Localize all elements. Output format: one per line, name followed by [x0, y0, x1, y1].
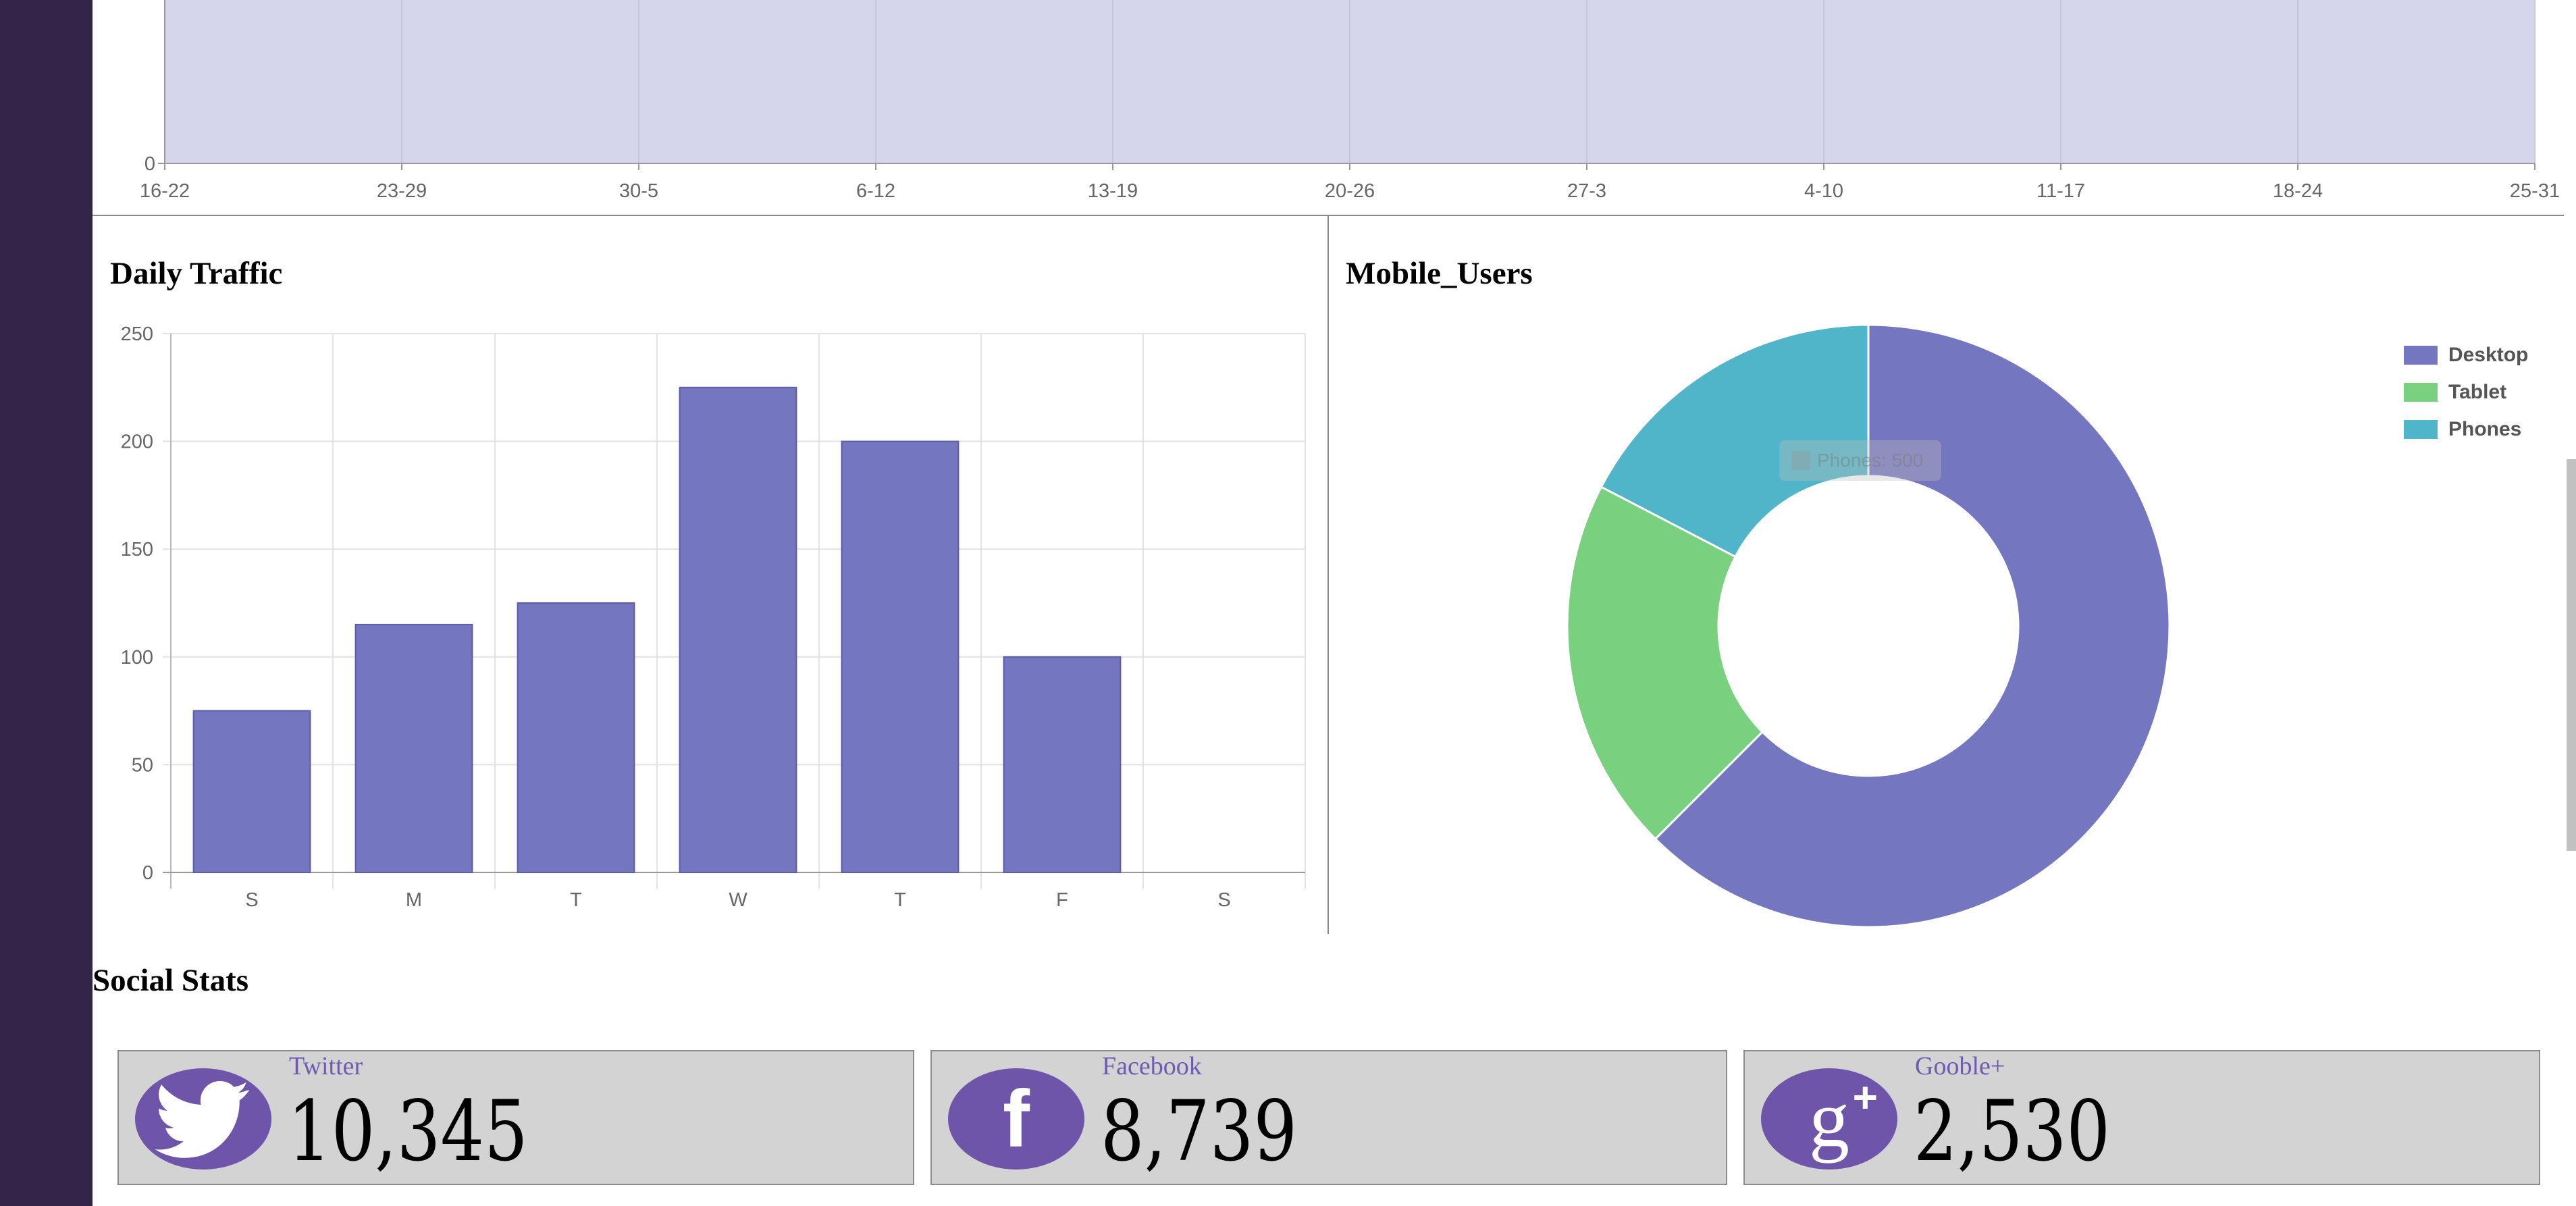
x-tick-label: 30-5	[619, 180, 658, 202]
x-tick-label: F	[1056, 889, 1068, 911]
x-tick-label: 23-29	[377, 180, 427, 202]
y-tick-label: 150	[121, 539, 153, 560]
x-tick-label: T	[570, 889, 582, 911]
x-tick-label: 20-26	[1325, 180, 1375, 202]
social-stats-title: Social Stats	[93, 963, 249, 998]
x-tick-label: 4-10	[1804, 180, 1843, 202]
y-tick-label: 100	[121, 647, 153, 668]
social-name: Facebook	[1102, 1052, 1202, 1080]
twitter-bird-icon	[135, 1068, 271, 1170]
legend-item-desktop[interactable]: Desktop	[2404, 336, 2528, 373]
legend-label: Phones	[2448, 417, 2522, 440]
bar	[841, 440, 960, 874]
donut-slice-tablet	[1566, 486, 1764, 841]
facebook-f-icon: f	[948, 1068, 1084, 1170]
social-count: 8,739	[1101, 1083, 1298, 1180]
x-tick-label: 27-3	[1567, 180, 1606, 202]
donut-slice-desktop	[1654, 323, 2171, 928]
social-count: 10,345	[288, 1083, 528, 1180]
google-plus-glyph: g +	[1809, 1073, 1878, 1163]
y-tick-label: 0	[142, 862, 153, 884]
twitter-bird-glyph	[155, 1081, 249, 1158]
x-tick-label: M	[406, 889, 422, 911]
x-tick-label: 11-17	[2036, 180, 2085, 202]
social-card-twitter[interactable]: Twitter 10,345	[117, 1050, 914, 1185]
y-tick-label: 50	[132, 754, 153, 776]
tooltip-text: Phones: 500	[1817, 450, 1924, 471]
mobile-users-donut-chart	[1566, 323, 2171, 928]
mobile-users-legend: Desktop Tablet Phones	[2404, 336, 2528, 448]
social-name: Gooble+	[1915, 1052, 2005, 1080]
x-tick-label: S	[1217, 889, 1230, 911]
x-tick-label: 25-31	[2510, 180, 2560, 202]
bar	[679, 386, 797, 874]
bar	[1003, 656, 1122, 873]
page-scrollbar-thumb[interactable]	[2567, 459, 2576, 851]
mobile-users-title: Mobile_Users	[1346, 256, 1533, 291]
legend-item-tablet[interactable]: Tablet	[2404, 373, 2528, 411]
legend-label: Desktop	[2448, 343, 2529, 366]
y-tick-label: 0	[144, 153, 155, 175]
legend-swatch-tablet	[2404, 382, 2438, 402]
legend-swatch-desktop	[2404, 345, 2438, 365]
y-tick-label: 200	[121, 431, 153, 453]
bar	[192, 710, 311, 873]
social-card-google-plus[interactable]: g + Gooble+ 2,530	[1743, 1050, 2540, 1185]
social-card-facebook[interactable]: f Facebook 8,739	[930, 1050, 1727, 1185]
facebook-f-glyph: f	[1003, 1074, 1030, 1164]
x-tick-label: S	[245, 889, 258, 911]
google-plus-icon: g +	[1761, 1068, 1897, 1170]
tooltip-swatch	[1791, 451, 1810, 470]
sidebar	[0, 0, 93, 1206]
x-tick-label: T	[894, 889, 906, 911]
donut-slice-phones	[1600, 323, 1870, 558]
social-count: 2,530	[1914, 1083, 2111, 1180]
legend-swatch-phones	[2404, 419, 2438, 439]
chart-column-divider	[1328, 216, 1329, 934]
y-tick-label: 250	[121, 323, 153, 345]
daily-traffic-bar-chart: 0 50 100 150 200 250 S M T W T F S	[121, 323, 1306, 911]
legend-item-phones[interactable]: Phones	[2404, 411, 2528, 448]
x-tick-label: 6-12	[856, 180, 895, 202]
daily-traffic-title: Daily Traffic	[110, 256, 283, 291]
chart-tooltip: Phones: 500	[1779, 440, 1941, 481]
legend-label: Tablet	[2448, 380, 2507, 403]
x-tick-label: 16-22	[140, 180, 190, 202]
bar	[517, 602, 635, 873]
weekly-area-chart: 16-22 23-29 30-5 6-12 13-19 20-26 27-3 4-10 11-1…	[140, 0, 2560, 202]
x-tick-label: W	[729, 889, 747, 911]
x-tick-label: 18-24	[2273, 180, 2323, 202]
bar	[354, 623, 473, 873]
section-divider	[93, 215, 2564, 216]
x-tick-label: 13-19	[1088, 180, 1138, 202]
social-name: Twitter	[289, 1052, 363, 1080]
